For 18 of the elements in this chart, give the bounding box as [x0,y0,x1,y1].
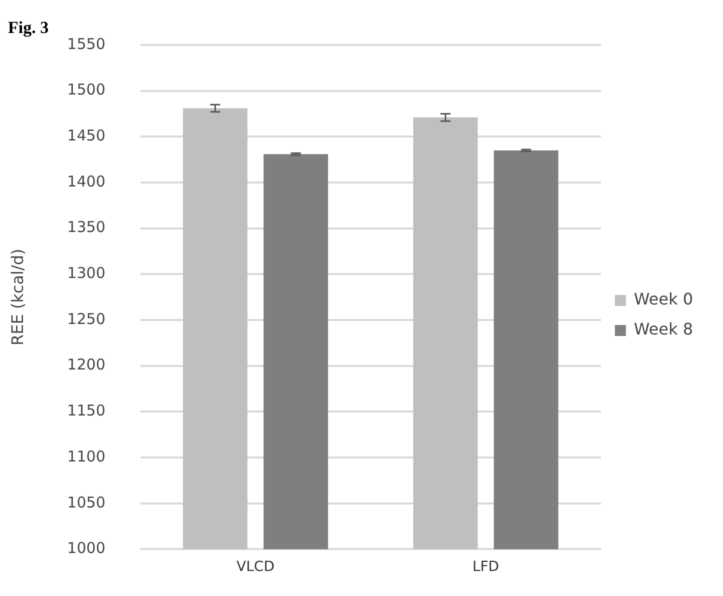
y-tick-label: 1250 [67,310,106,328]
y-tick-label: 1150 [67,402,106,420]
y-tick-label: 1000 [67,539,106,558]
legend-label: Week 0 [634,290,694,309]
y-tick-label: 1500 [67,80,106,99]
legend-label: Week 8 [634,320,694,339]
y-tick-label: 1450 [67,126,106,145]
chart-title: Fig. 3 [8,18,49,38]
x-tick-label: LFD [472,559,500,576]
y-tick-label: 1350 [67,218,106,236]
x-tick-label: VLCD [236,559,274,576]
y-axis-title: REE (kcal/d) [8,248,27,346]
y-tick-label: 1100 [67,447,106,466]
y-tick-label: 1200 [67,356,106,374]
y-tick-label: 1300 [67,264,106,282]
y-tick-label: 1550 [67,34,106,53]
y-tick-label: 1050 [67,493,106,512]
y-tick-label: 1400 [67,172,106,190]
